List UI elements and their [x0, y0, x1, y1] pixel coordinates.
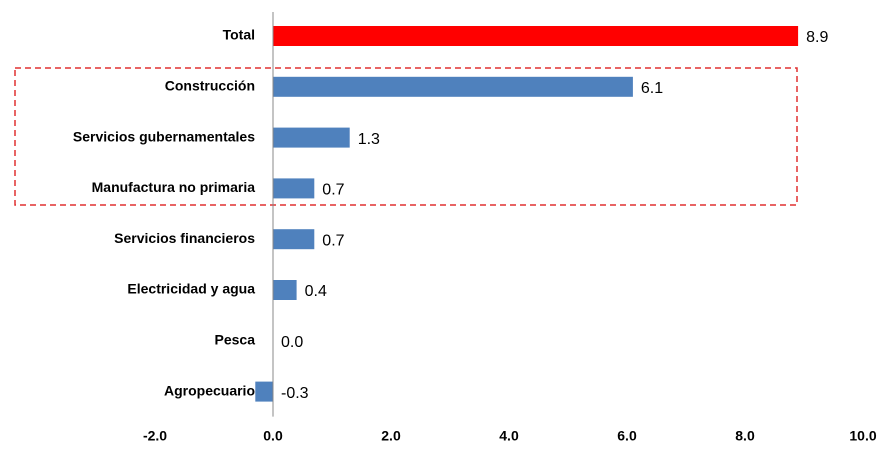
x-tick-label: 10.0 — [849, 428, 876, 444]
x-tick-label: -2.0 — [143, 428, 167, 444]
category-label: Pesca — [215, 332, 256, 348]
bar — [273, 280, 297, 300]
x-tick-label: 6.0 — [617, 428, 637, 444]
x-tick-label: 2.0 — [381, 428, 401, 444]
highlight-box — [14, 67, 798, 206]
value-label: 0.7 — [322, 232, 344, 249]
bar — [273, 229, 315, 250]
value-label: 0.7 — [322, 182, 344, 199]
value-label: 0.4 — [305, 283, 327, 300]
category-label: Agropecuario — [164, 382, 255, 398]
category-label: Electricidad y agua — [127, 281, 255, 297]
bar — [273, 26, 799, 46]
category-label: Manufactura no primaria — [92, 179, 256, 195]
bar — [273, 178, 315, 199]
value-label: 8.9 — [806, 29, 828, 46]
category-label: Servicios gubernamentales — [73, 128, 255, 144]
bar — [255, 381, 273, 402]
value-label: 6.1 — [641, 80, 663, 97]
x-tick-label: 8.0 — [735, 428, 755, 444]
value-label: -0.3 — [281, 385, 309, 402]
value-label: 0.0 — [281, 334, 303, 351]
category-label: Servicios financieros — [114, 230, 255, 246]
category-label: Total — [223, 27, 255, 43]
x-tick-label: 0.0 — [263, 428, 283, 444]
bar — [273, 127, 350, 148]
category-label: Construcción — [165, 78, 255, 94]
bar — [273, 76, 633, 97]
value-label: 1.3 — [358, 131, 380, 148]
x-tick-label: 4.0 — [499, 428, 519, 444]
